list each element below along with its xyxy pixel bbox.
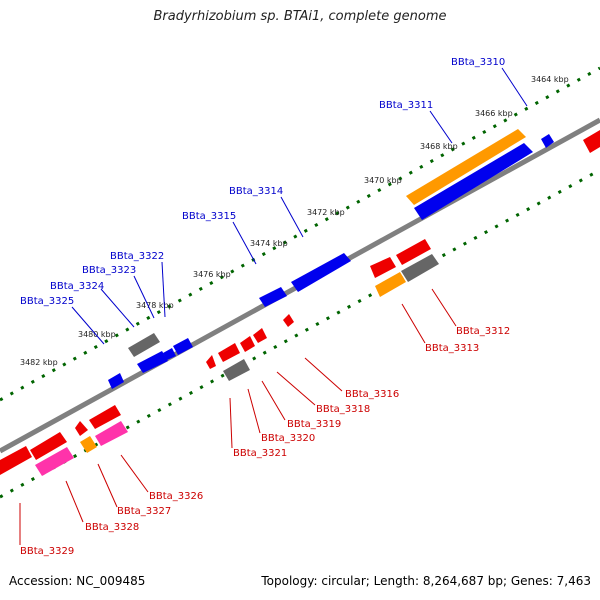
- accession-text: Accession: NC_009485: [9, 574, 146, 588]
- gene-arrow[interactable]: [253, 328, 267, 343]
- gene-arrow[interactable]: [541, 134, 554, 148]
- gene-arrow[interactable]: [259, 287, 287, 307]
- forward-genes: [108, 129, 554, 389]
- gene-arrow[interactable]: [283, 314, 294, 327]
- kbp-label: 3468 kbp: [420, 142, 458, 151]
- kbp-label: 3482 kbp: [20, 358, 58, 367]
- gene-arrow[interactable]: [89, 405, 121, 429]
- gene-label[interactable]: BBta_3328: [85, 522, 139, 533]
- map-title: Bradyrhizobium sp. BTAi1, complete genom…: [153, 9, 447, 24]
- gene-arrow[interactable]: [137, 351, 168, 373]
- gene-label[interactable]: BBta_3315: [182, 211, 236, 222]
- gene-arrow[interactable]: [128, 333, 160, 357]
- bottom-gene-labels: BBta_3312 BBta_3313 BBta_3316 BBta_3318 …: [20, 326, 510, 557]
- gene-label[interactable]: BBta_3325: [20, 296, 74, 307]
- gene-label[interactable]: BBta_3327: [117, 506, 171, 517]
- gene-arrow[interactable]: [173, 338, 193, 355]
- gene-label[interactable]: BBta_3322: [110, 251, 164, 262]
- gene-arrow[interactable]: [401, 254, 439, 282]
- reverse-genes: [0, 130, 600, 476]
- gene-arrow[interactable]: [291, 253, 351, 292]
- kbp-label: 3464 kbp: [531, 75, 569, 84]
- kbp-labels: 3464 kbp 3466 kbp 3468 kbp 3470 kbp 3472…: [20, 75, 569, 367]
- kbp-label: 3466 kbp: [475, 109, 513, 118]
- gene-label[interactable]: BBta_3318: [316, 404, 370, 415]
- gene-arrow[interactable]: [206, 355, 216, 369]
- gene-arrow[interactable]: [396, 239, 431, 265]
- gene-label[interactable]: BBta_3323: [82, 265, 136, 276]
- gene-arrow[interactable]: [75, 421, 88, 436]
- genome-stats-text: Topology: circular; Length: 8,264,687 bp…: [261, 574, 591, 588]
- gene-arrow[interactable]: [218, 343, 240, 362]
- top-leaders: [71, 67, 528, 345]
- gene-label[interactable]: BBta_3324: [50, 281, 104, 292]
- kbp-label: 3476 kbp: [193, 270, 231, 279]
- kbp-label: 3474 kbp: [250, 239, 288, 248]
- gene-arrow[interactable]: [163, 348, 176, 360]
- kbp-label: 3472 kbp: [307, 208, 345, 217]
- gene-label[interactable]: BBta_3310: [451, 57, 505, 68]
- gene-label[interactable]: BBta_3326: [149, 491, 203, 502]
- kbp-label: 3470 kbp: [364, 176, 402, 185]
- gene-label[interactable]: BBta_3313: [425, 343, 479, 354]
- gene-arrow[interactable]: [406, 129, 526, 205]
- gene-arrow[interactable]: [240, 336, 255, 352]
- gene-label[interactable]: BBta_3321: [233, 448, 287, 459]
- gene-arrow[interactable]: [370, 257, 396, 278]
- gene-arrow[interactable]: [108, 373, 124, 389]
- gene-label[interactable]: BBta_3320: [261, 433, 315, 444]
- gene-label[interactable]: BBta_3319: [287, 419, 341, 430]
- gene-label[interactable]: BBta_3329: [20, 546, 74, 557]
- gene-arrow[interactable]: [583, 130, 600, 153]
- gene-label[interactable]: BBta_3311: [379, 100, 433, 111]
- bottom-leaders: [19, 288, 457, 545]
- gene-arrow[interactable]: [80, 436, 97, 453]
- kbp-label: 3478 kbp: [136, 301, 174, 310]
- gene-label[interactable]: BBta_3316: [345, 389, 399, 400]
- gene-arrow[interactable]: [0, 446, 32, 475]
- gene-arrow[interactable]: [223, 359, 250, 381]
- gene-arrow[interactable]: [375, 272, 406, 297]
- gene-label[interactable]: BBta_3314: [229, 186, 283, 197]
- gene-arrow[interactable]: [35, 447, 74, 476]
- gene-arrow[interactable]: [95, 421, 128, 446]
- gene-arrow[interactable]: [414, 143, 533, 220]
- gene-label[interactable]: BBta_3312: [456, 326, 510, 337]
- gene-arrow[interactable]: [30, 432, 67, 460]
- top-gene-labels: BBta_3310 BBta_3311 BBta_3314 BBta_3315 …: [20, 57, 505, 307]
- kbp-label: 3480 kbp: [78, 330, 116, 339]
